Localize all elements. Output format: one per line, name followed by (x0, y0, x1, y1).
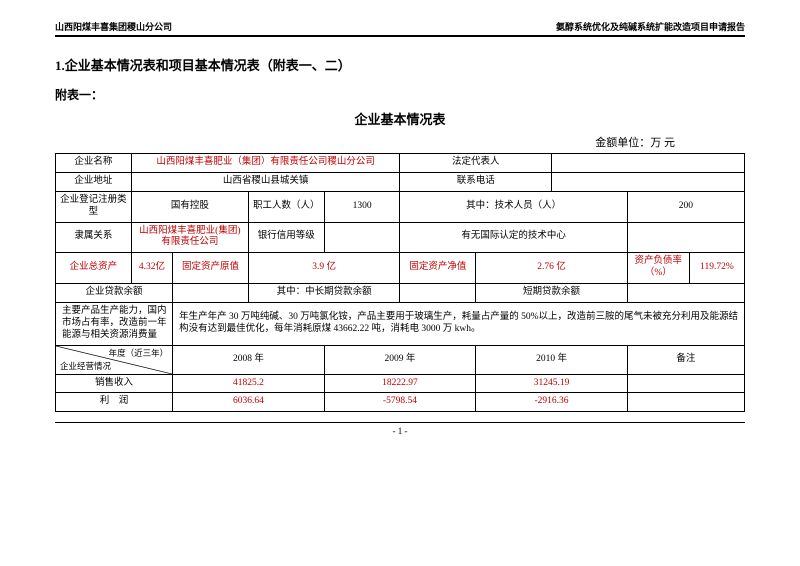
table-row: 隶属关系 山西阳煤丰喜肥业(集团)有限责任公司 银行信用等级 有无国际认定的技术… (56, 222, 745, 253)
table-row: 企业地址 山西省稷山县城关镇 联系电话 (56, 172, 745, 191)
table-row: 企业总资产 4.32亿 固定资产原值 3.9 亿 固定资产净值 2.76 亿 资… (56, 253, 745, 284)
cell-label: 2010 年 (476, 345, 628, 374)
cell-value: 年生产年产 30 万吨纯碱、30 万吨氯化铵，产品主要用于玻璃生产，耗量占产量的… (173, 302, 745, 345)
cell-label: 联系电话 (400, 172, 552, 191)
table-row: 年度（近三年） 企业经营情况 2008 年 2009 年 2010 年 备注 (56, 345, 745, 374)
cell-value: 国有控股 (131, 191, 248, 222)
cell-value: 2.76 亿 (476, 253, 628, 284)
appendix-label: 附表一： (55, 86, 745, 103)
cell-value: 31245.19 (476, 374, 628, 393)
table-row: 企业贷款余额 其中：中长期贷款余额 短期贷款余额 (56, 284, 745, 303)
cell-value (324, 222, 400, 253)
cell-label: 企业地址 (56, 172, 132, 191)
cell-label: 主要产品生产能力，国内市场占有率，改造前一年能源与相关资源消费量 (56, 302, 173, 345)
cell-label: 利 润 (56, 393, 173, 412)
header-left: 山西阳煤丰喜集团稷山分公司 (55, 20, 172, 33)
cell-value: 3.9 亿 (248, 253, 400, 284)
cell-label: 法定代表人 (400, 154, 552, 173)
cell-label: 短期贷款余额 (476, 284, 628, 303)
cell-label: 企业贷款余额 (56, 284, 173, 303)
cell-label: 职工人数（人） (248, 191, 324, 222)
table-row: 销售收入 41825.2 18222.97 31245.19 (56, 374, 745, 393)
cell-label: 资产负债率（%） (627, 253, 689, 284)
table-row: 主要产品生产能力，国内市场占有率，改造前一年能源与相关资源消费量 年生产年产 3… (56, 302, 745, 345)
cell-label: 企业名称 (56, 154, 132, 173)
header-right: 氨醇系统优化及纯碱系统扩能改造项目申请报告 (556, 20, 745, 33)
page-footer: - 1 - (55, 422, 745, 436)
cell-label: 企业总资产 (56, 253, 132, 284)
cell-value: -5798.54 (324, 393, 476, 412)
cell-value (173, 284, 249, 303)
diag-bottom-label: 企业经营情况 (60, 361, 111, 372)
cell-label: 有无国际认定的技术中心 (400, 222, 627, 253)
cell-value (552, 154, 745, 173)
cell-value: 4.32亿 (131, 253, 172, 284)
cell-label: 2008 年 (173, 345, 325, 374)
table-row: 企业登记注册类型 国有控股 职工人数（人） 1300 其中：技术人员（人） 20… (56, 191, 745, 222)
cell-label: 其中：中长期贷款余额 (248, 284, 400, 303)
header-divider (55, 35, 745, 37)
cell-label: 固定资产原值 (173, 253, 249, 284)
cell-value: 119.72% (689, 253, 744, 284)
cell-label: 其中：技术人员（人） (400, 191, 627, 222)
cell-value: 41825.2 (173, 374, 325, 393)
table-row: 利 润 6036.64 -5798.54 -2916.36 (56, 393, 745, 412)
cell-value: 200 (627, 191, 744, 222)
cell-value: 山西阳煤丰喜肥业（集团）有限责任公司稷山分公司 (131, 154, 400, 173)
cell-value (627, 374, 744, 393)
cell-value (627, 393, 744, 412)
cell-value (627, 222, 744, 253)
table-title: 企业基本情况表 (55, 109, 745, 128)
cell-value: 1300 (324, 191, 400, 222)
cell-label: 银行信用等级 (248, 222, 324, 253)
cell-label: 2009 年 (324, 345, 476, 374)
cell-label: 备注 (627, 345, 744, 374)
cell-value (552, 172, 745, 191)
cell-value: 18222.97 (324, 374, 476, 393)
diag-top-label: 年度（近三年） (109, 348, 169, 359)
cell-label: 销售收入 (56, 374, 173, 393)
page-header: 山西阳煤丰喜集团稷山分公司 氨醇系统优化及纯碱系统扩能改造项目申请报告 (55, 20, 745, 33)
cell-label: 隶属关系 (56, 222, 132, 253)
cell-value: 6036.64 (173, 393, 325, 412)
cell-value: 山西省稷山县城关镇 (131, 172, 400, 191)
company-info-table: 企业名称 山西阳煤丰喜肥业（集团）有限责任公司稷山分公司 法定代表人 企业地址 … (55, 153, 745, 412)
table-row: 企业名称 山西阳煤丰喜肥业（集团）有限责任公司稷山分公司 法定代表人 (56, 154, 745, 173)
cell-label: 固定资产净值 (400, 253, 476, 284)
cell-value (400, 284, 476, 303)
cell-value: -2916.36 (476, 393, 628, 412)
unit-label: 金额单位：万 元 (55, 134, 745, 150)
section-title: 1.企业基本情况表和项目基本情况表（附表一、二） (55, 55, 745, 74)
diagonal-header-cell: 年度（近三年） 企业经营情况 (56, 345, 173, 374)
cell-value: 山西阳煤丰喜肥业(集团)有限责任公司 (131, 222, 248, 253)
cell-label: 企业登记注册类型 (56, 191, 132, 222)
cell-value (627, 284, 744, 303)
